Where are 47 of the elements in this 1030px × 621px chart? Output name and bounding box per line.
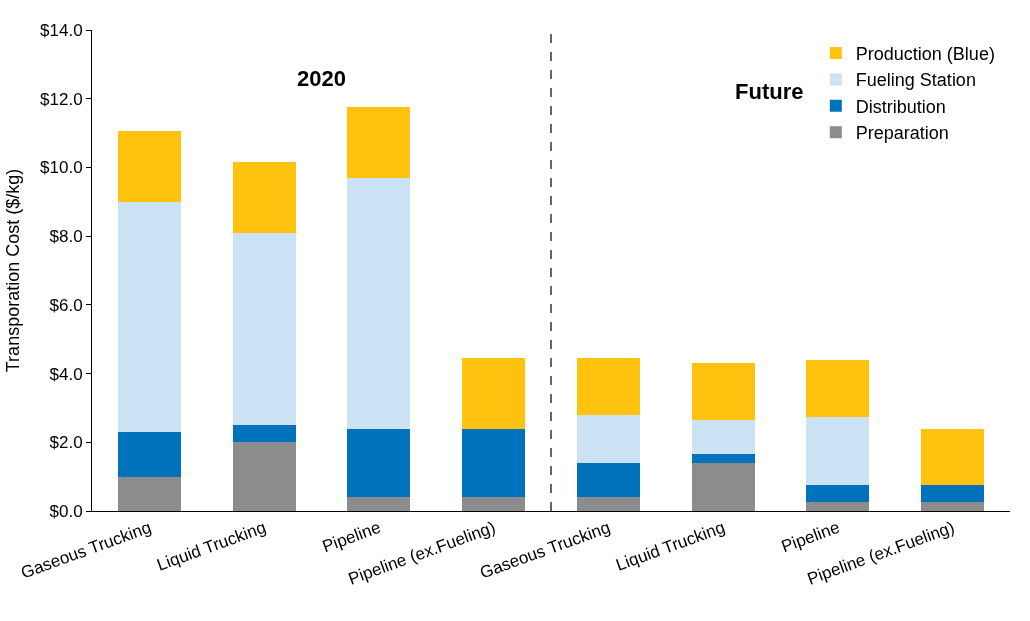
bar — [347, 107, 411, 178]
bar — [806, 416, 870, 486]
bar — [117, 476, 181, 511]
bar — [117, 131, 181, 202]
bar — [347, 428, 411, 498]
y-tick-label: $8.0 — [49, 227, 83, 247]
bar — [691, 462, 755, 511]
bar — [806, 359, 870, 417]
x-tick-label: Pipeline — [778, 517, 843, 557]
bar — [232, 425, 296, 443]
y-tick-label: $4.0 — [49, 364, 83, 384]
y-tick-label: $12.0 — [40, 89, 83, 109]
y-tick-label: $2.0 — [49, 433, 83, 453]
bar — [232, 232, 296, 426]
x-tick-label: Pipeline — [319, 517, 384, 557]
y-tick-label: $14.0 — [40, 20, 83, 40]
bar — [806, 502, 870, 511]
bar — [691, 454, 755, 463]
bar — [347, 497, 411, 511]
bar — [576, 497, 640, 511]
bar — [806, 485, 870, 503]
y-tick-label: $0.0 — [49, 501, 83, 521]
legend-label: Production (Blue) — [855, 44, 995, 65]
annotation: 2020 — [297, 66, 346, 91]
bar — [576, 414, 640, 463]
annotation: Future — [735, 79, 804, 104]
bar — [117, 431, 181, 477]
bar — [232, 442, 296, 511]
bar — [347, 177, 411, 429]
bar — [691, 419, 755, 455]
bar — [576, 358, 640, 415]
y-tick-label: $10.0 — [40, 158, 83, 178]
bar — [232, 162, 296, 233]
y-tick-label: $6.0 — [49, 295, 83, 315]
bar — [462, 497, 526, 511]
bar — [576, 462, 640, 498]
bar — [921, 502, 985, 511]
bar — [921, 485, 985, 503]
legend-label: Fueling Station — [855, 70, 976, 91]
legend-label: Preparation — [855, 123, 949, 144]
bar — [921, 428, 985, 486]
bar — [462, 358, 526, 429]
bar — [117, 201, 181, 432]
legend-label: Distribution — [855, 96, 946, 117]
bar — [462, 428, 526, 498]
y-axis-title: Transporation Cost ($/kg) — [3, 168, 24, 373]
bar — [691, 363, 755, 420]
